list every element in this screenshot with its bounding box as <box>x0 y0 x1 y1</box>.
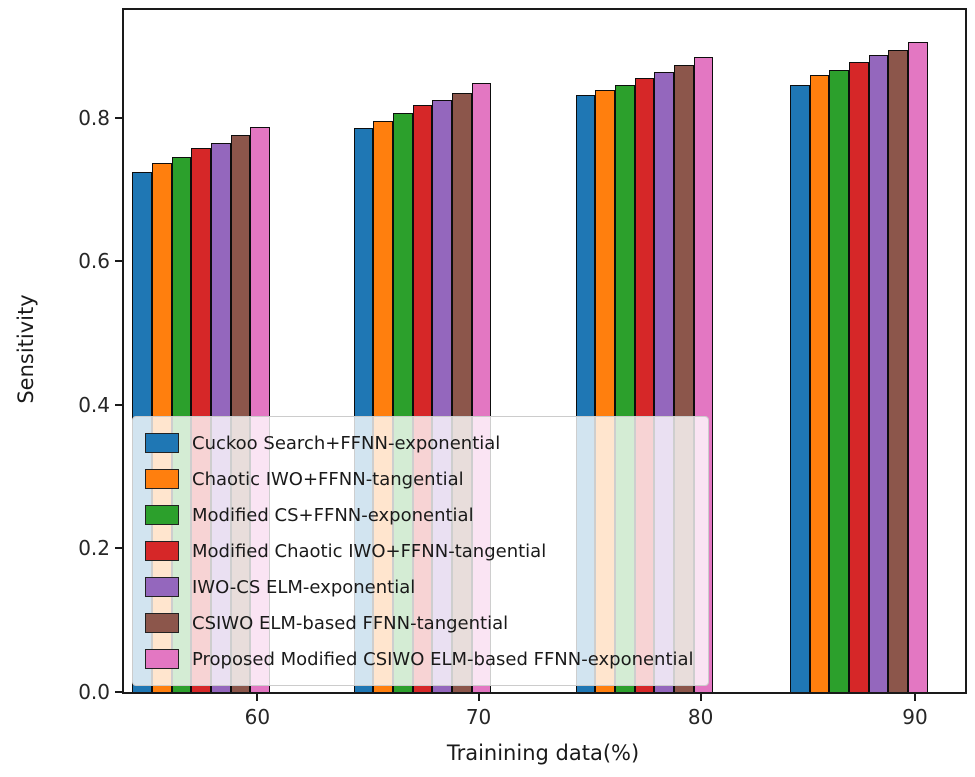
bar-90-series-0 <box>790 85 810 692</box>
bar-90-series-2 <box>829 70 850 692</box>
legend-item: Cuckoo Search+FFNN-exponential <box>145 425 694 461</box>
legend-swatch <box>145 613 179 633</box>
x-tick-label: 60 <box>244 705 271 729</box>
legend-label: IWO-CS ELM-exponential <box>192 576 416 598</box>
x-tick-label: 80 <box>687 705 714 729</box>
legend-label: Modified CS+FFNN-exponential <box>192 504 474 526</box>
bar-90-series-5 <box>888 50 909 692</box>
y-tick-label: 0.8 <box>78 105 110 130</box>
y-tick-mark <box>115 260 124 263</box>
y-tick-label: 0.0 <box>78 680 110 704</box>
x-tick-mark <box>256 692 259 701</box>
legend-swatch <box>145 433 179 453</box>
legend: Cuckoo Search+FFNN-exponential Chaotic IW… <box>132 416 709 686</box>
plot-area: Cuckoo Search+FFNN-exponential Chaotic IW… <box>78 8 967 729</box>
legend-swatch <box>145 649 179 669</box>
legend-item: Modified Chaotic IWO+FFNN-tangential <box>145 533 694 569</box>
legend-swatch <box>145 577 179 597</box>
legend-item: Modified CS+FFNN-exponential <box>145 497 694 533</box>
bar-90-series-1 <box>809 75 830 692</box>
x-tick-mark <box>477 692 480 701</box>
y-tick-mark <box>115 691 124 693</box>
x-tick-mark <box>699 692 702 701</box>
legend-swatch <box>145 505 179 525</box>
x-axis-label: Trainining data(%) <box>446 741 640 765</box>
bar-90-series-6 <box>908 41 928 692</box>
legend-swatch <box>145 469 179 489</box>
legend-item: CSIWO ELM-based FFNN-tangential <box>145 605 694 641</box>
y-tick-mark <box>115 403 124 406</box>
x-tick-mark <box>914 692 917 701</box>
legend-item: Chaotic IWO+FFNN-tangential <box>145 461 694 497</box>
legend-label: CSIWO ELM-based FFNN-tangential <box>192 612 509 634</box>
legend-item: IWO-CS ELM-exponential <box>145 569 694 605</box>
y-tick-label: 0.6 <box>78 249 110 274</box>
y-tick-mark <box>115 547 124 550</box>
legend-item: Proposed Modified CSIWO ELM-based FFNN-e… <box>145 641 694 677</box>
bar-90-series-3 <box>849 61 869 692</box>
y-tick-label: 0.4 <box>78 392 110 417</box>
legend-swatch <box>145 541 179 561</box>
legend-label: Chaotic IWO+FFNN-tangential <box>192 468 464 490</box>
x-tick-label: 90 <box>902 705 928 729</box>
legend-label: Cuckoo Search+FFNN-exponential <box>192 432 501 454</box>
y-tick-label: 0.2 <box>78 536 110 561</box>
legend-label: Modified Chaotic IWO+FFNN-tangential <box>192 540 547 562</box>
y-axis-label: Sensitivity <box>14 294 38 404</box>
y-tick-mark <box>115 116 124 119</box>
legend-label: Proposed Modified CSIWO ELM-based FFNN-e… <box>192 648 694 670</box>
bar-90-series-4 <box>868 55 889 692</box>
x-tick-label: 70 <box>465 705 492 729</box>
